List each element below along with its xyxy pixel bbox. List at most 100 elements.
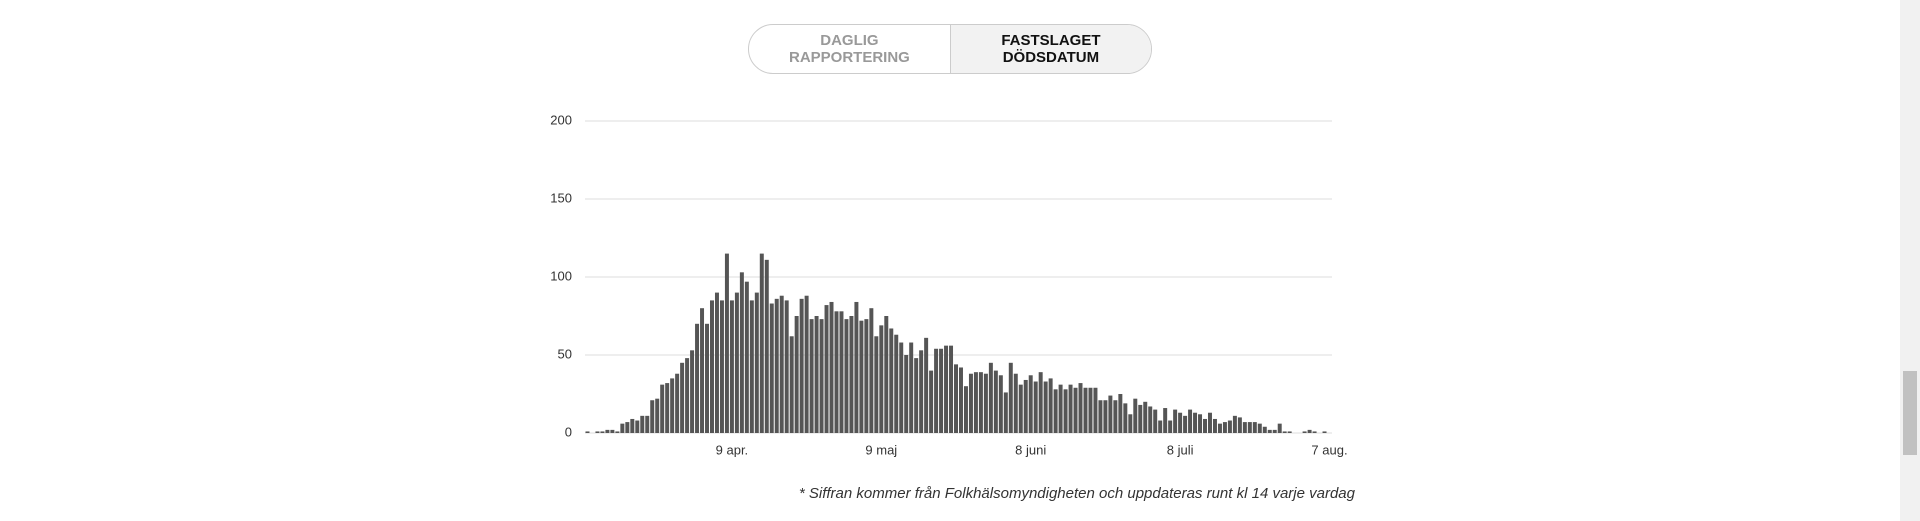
bar [1093,387,1098,433]
bar [958,367,963,433]
bar [615,431,620,433]
bar [1028,375,1033,433]
bar [949,345,954,433]
toggle-option[interactable]: DAGLIG RAPPORTERING [789,32,910,66]
bar [620,423,625,433]
bar [1312,431,1317,433]
bar [998,375,1003,433]
bar [809,319,814,433]
bar [719,300,724,433]
bar [779,295,784,433]
bar [610,429,615,433]
scrollbar[interactable] [1900,0,1920,521]
x-tick-label: 8 juli [1167,442,1194,457]
scrollbar-thumb[interactable] [1903,371,1917,455]
bar [1163,408,1168,433]
bar [784,300,789,433]
bar [1217,423,1222,433]
bar [939,348,944,433]
bar [734,292,739,433]
bar [670,378,675,433]
bar [1307,429,1312,433]
bar [1232,415,1237,433]
bar [1252,422,1257,433]
bar [829,301,834,433]
bar [680,362,685,433]
bar [1212,418,1217,433]
bar [635,420,640,433]
y-tick-label: 0 [565,424,572,439]
bar [1188,409,1193,433]
bar [854,301,859,433]
bar [769,303,774,433]
bar [1088,387,1093,433]
bar [889,328,894,433]
bar [1262,426,1267,433]
bar [1008,362,1013,433]
bar [1158,420,1163,433]
bar [729,300,734,433]
bar [954,364,959,433]
bar [1023,379,1028,433]
bar [1242,422,1247,433]
y-tick-label: 200 [550,112,572,127]
bar [1118,394,1123,433]
bar [625,422,630,433]
bar [983,373,988,433]
bar [1033,381,1038,433]
bar [1173,409,1178,433]
bar [1247,422,1252,433]
bar [595,431,600,433]
bar [814,316,819,433]
bar [655,398,660,433]
bar [645,415,650,433]
bar [1063,389,1068,433]
bar [914,358,919,433]
bar [690,350,695,433]
bar [1153,409,1158,433]
bar [1287,431,1292,433]
y-tick-label: 150 [550,190,572,205]
bar [869,308,874,433]
view-toggle: DAGLIG RAPPORTERING FASTSLAGET DÖDSDATUM [748,24,1152,74]
bar [1113,400,1118,433]
x-tick-label: 7 aug. [1311,442,1347,457]
bar [1178,412,1183,433]
bar [934,348,939,433]
bar [909,342,914,433]
x-tick-label: 9 apr. [716,442,749,457]
bar [929,370,934,433]
bar [879,325,884,433]
bar [600,431,605,433]
bar [650,400,655,433]
bar [789,336,794,433]
bar [834,311,839,433]
bar [744,281,749,433]
bar [1143,401,1148,433]
bar [1013,373,1018,433]
bar [1043,381,1048,433]
bar [1193,412,1198,433]
bar [968,373,973,433]
bar [1198,414,1203,433]
bar [824,305,829,433]
bar [884,316,889,433]
bar [894,334,899,433]
toggle-option[interactable]: FASTSLAGET DÖDSDATUM [949,25,1151,73]
bar [764,259,769,433]
bar [630,418,635,433]
bar [1133,398,1138,433]
x-tick-label: 9 maj [865,442,897,457]
bar [849,316,854,433]
bar [844,319,849,433]
bar [685,358,690,433]
bar [1138,404,1143,433]
bar [874,336,879,433]
bar [988,362,993,433]
bar [978,372,983,433]
bar [819,319,824,433]
bar [774,298,779,433]
bar [1073,387,1078,433]
bar [1078,383,1083,433]
bar [1048,378,1053,433]
